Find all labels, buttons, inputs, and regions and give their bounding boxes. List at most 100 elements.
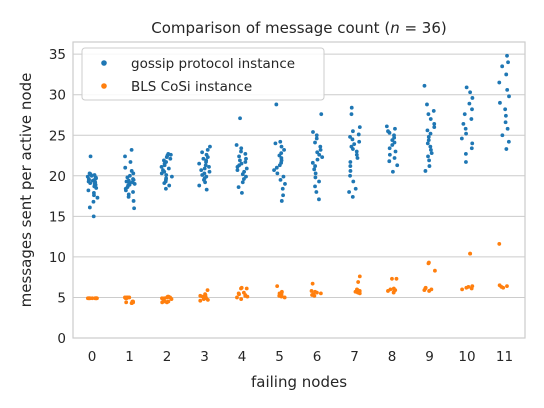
data-point (241, 290, 246, 295)
data-point (425, 141, 430, 146)
data-point (314, 190, 319, 194)
data-point (200, 150, 205, 155)
y-tick-label: 25 (49, 128, 66, 144)
data-point (129, 169, 134, 173)
data-point (243, 152, 248, 156)
x-axis-label: failing nodes (251, 373, 347, 391)
data-point (497, 80, 502, 85)
data-point (464, 131, 468, 136)
data-point (238, 158, 242, 163)
data-point (355, 156, 360, 160)
data-point (130, 299, 135, 304)
data-point (505, 53, 509, 58)
data-point (273, 141, 278, 146)
data-point (167, 183, 172, 188)
data-point (356, 280, 361, 284)
x-tick-label: 6 (313, 349, 322, 365)
legend-marker-bls (101, 83, 107, 89)
data-point (279, 289, 284, 294)
data-point (433, 268, 437, 273)
data-point (310, 160, 315, 165)
x-tick-label: 8 (388, 349, 397, 365)
data-point (348, 160, 353, 164)
data-point (351, 179, 356, 184)
data-point (467, 101, 472, 106)
data-point (466, 285, 471, 289)
data-point (278, 139, 283, 144)
legend-label-bls: BLS CoSi instance (131, 79, 252, 95)
data-point (92, 173, 97, 177)
data-point (279, 199, 284, 203)
data-point (505, 126, 510, 131)
data-point (348, 134, 352, 139)
data-point (354, 149, 359, 154)
data-point (347, 190, 351, 194)
data-point (470, 96, 475, 100)
axes-spines (72, 41, 526, 339)
data-point (234, 143, 239, 147)
data-point (427, 164, 432, 168)
data-point (425, 128, 430, 133)
data-point (395, 163, 400, 168)
data-point (391, 169, 395, 174)
data-point (355, 287, 359, 292)
data-point (317, 197, 321, 202)
data-point (426, 154, 430, 159)
data-point (309, 289, 314, 293)
data-point (169, 174, 174, 179)
data-point (164, 173, 169, 177)
data-point (313, 289, 317, 294)
y-tick-label: 10 (49, 250, 66, 266)
data-point (272, 168, 276, 173)
data-point (313, 164, 318, 168)
data-point (459, 136, 464, 141)
series-gossip (85, 53, 511, 219)
x-tick-label: 2 (163, 349, 172, 365)
data-point (132, 206, 137, 211)
data-point (128, 160, 133, 164)
data-point (317, 179, 321, 184)
data-point (124, 300, 129, 305)
data-point (314, 133, 319, 138)
data-point (160, 300, 165, 305)
data-point (427, 158, 431, 163)
data-point (498, 100, 502, 105)
data-point (203, 292, 207, 297)
data-point (239, 161, 244, 166)
data-point (504, 72, 509, 77)
data-point (280, 186, 285, 191)
data-point (244, 166, 249, 171)
data-point (428, 144, 433, 149)
data-point (126, 178, 131, 183)
y-tick-label: 0 (57, 331, 66, 347)
data-point (392, 133, 396, 138)
x-tick-label: 9 (425, 349, 434, 365)
data-point (432, 125, 437, 130)
data-point (312, 167, 317, 172)
data-point (168, 156, 173, 161)
data-point (166, 166, 171, 171)
data-point (204, 174, 209, 179)
data-point (469, 117, 474, 121)
data-point (161, 168, 165, 173)
data-point (236, 291, 241, 296)
data-point (164, 176, 169, 181)
data-point (95, 195, 100, 200)
data-point (279, 144, 284, 149)
data-point (164, 186, 168, 191)
x-tick-label: 11 (496, 349, 513, 365)
data-point (507, 94, 511, 99)
data-point (387, 152, 392, 157)
data-point (123, 154, 127, 159)
data-point (162, 158, 166, 163)
data-point (357, 125, 362, 130)
data-point (126, 192, 131, 197)
data-point (204, 158, 209, 163)
data-point (349, 112, 354, 117)
data-point (464, 85, 469, 90)
data-point (506, 60, 510, 65)
data-point (313, 175, 318, 180)
data-point (240, 190, 244, 195)
data-point (349, 144, 354, 149)
data-point (236, 185, 241, 190)
